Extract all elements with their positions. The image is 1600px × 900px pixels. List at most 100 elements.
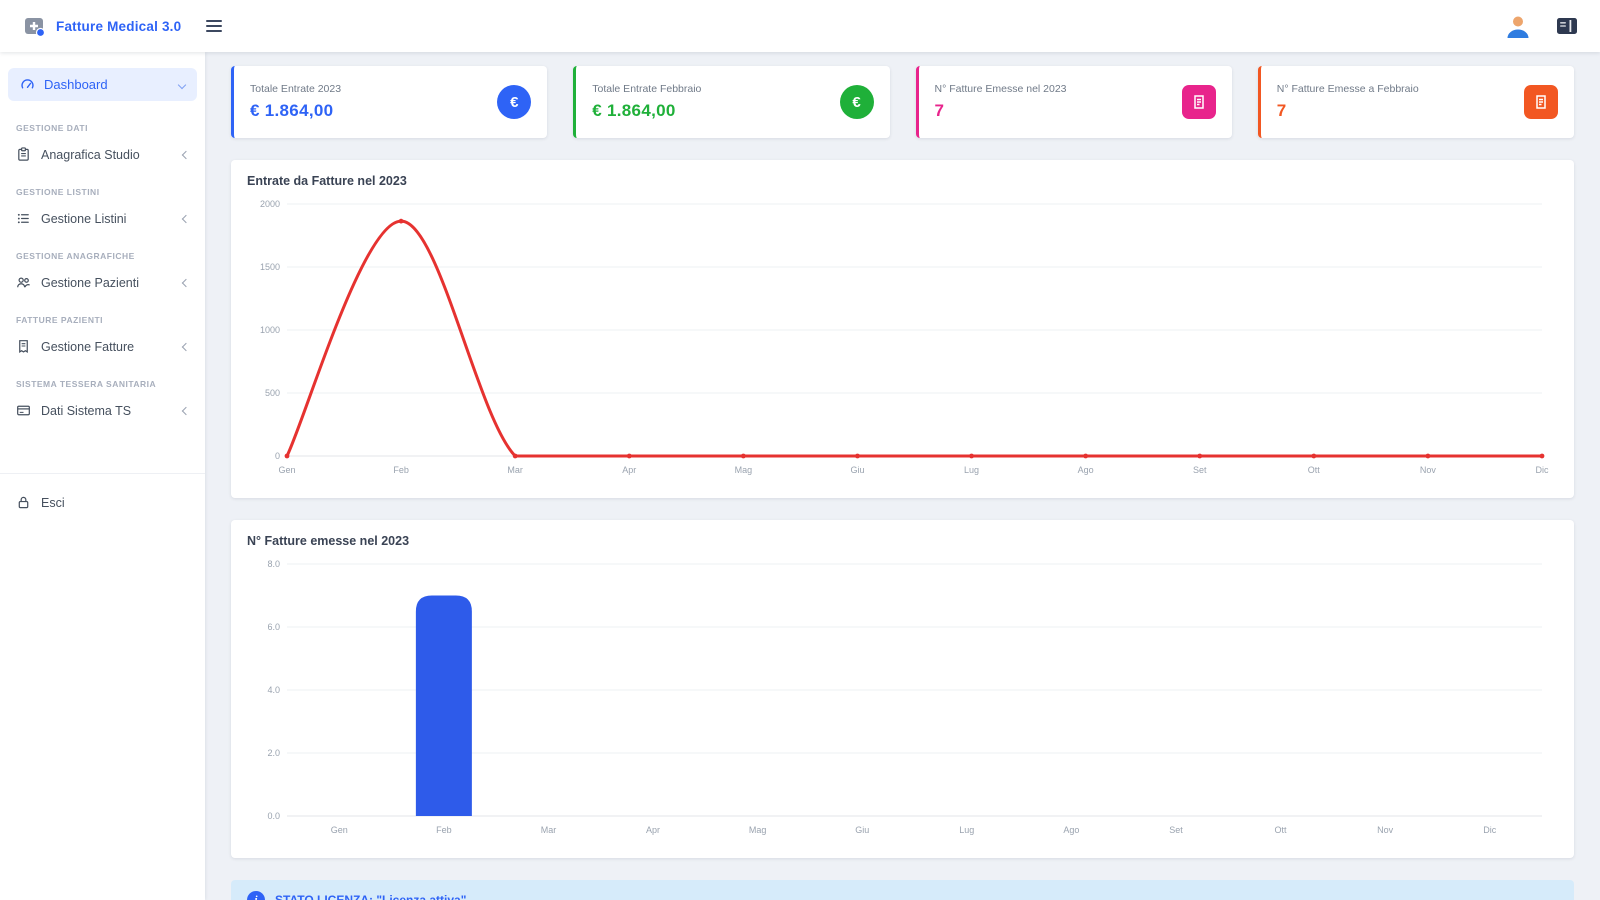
svg-text:Ago: Ago [1063,825,1079,835]
stat-card-totale-entrate-febbraio: Totale Entrate Febbraio € 1.864,00 € [573,66,890,138]
sidebar-heading: FATTURE PAZIENTI [16,315,104,325]
sidebar-item-label: Gestione Pazienti [41,275,139,290]
entrate-line-chart: 0 500 1000 1500 2000 Gen Feb Mar Apr Mag Giu Lug Ago… [247,194,1558,484]
stat-card-totale-entrate-2023: Totale Entrate 2023 € 1.864,00 € [231,66,548,138]
svg-text:Ago: Ago [1078,465,1094,475]
sidebar-item-gestione-pazienti[interactable]: Gestione Pazienti [0,266,205,299]
license-status-link[interactable]: STATO LICENZA: "Licenza attiva" [275,893,467,900]
patients-icon [17,277,30,288]
topbar-actions [1504,12,1578,40]
chart-title: N° Fatture emesse nel 2023 [247,534,410,548]
sidebar-footer: Esci [0,473,205,519]
sidebar-heading: GESTIONE DATI [16,123,88,133]
svg-text:0.0: 0.0 [267,811,280,821]
stat-label: N° Fatture Emesse a Febbraio [1276,83,1419,95]
app-logo-icon [25,18,46,38]
sidebar-heading: SISTEMA TESSERA SANITARIA [16,379,157,389]
svg-text:Lug: Lug [959,825,974,835]
fatture-chart-card: N° Fatture emesse nel 2023 0.0 2.0 4.0 6.0 8… [231,520,1574,858]
chevron-left-icon [181,406,191,415]
stat-value: 7 [1276,101,1287,120]
svg-text:Ott: Ott [1308,465,1321,475]
chevron-down-icon [177,80,187,89]
sidebar: Dashboard GESTIONE DATI Anagrafica Studi… [0,52,205,900]
svg-text:Nov: Nov [1420,465,1437,475]
svg-text:Nov: Nov [1377,825,1394,835]
stat-label: Totale Entrate 2023 [250,83,342,95]
svg-text:Giu: Giu [850,465,864,475]
svg-text:2.0: 2.0 [267,748,280,758]
svg-text:Feb: Feb [436,825,452,835]
chevron-left-icon [181,342,191,351]
svg-text:Mag: Mag [735,465,753,475]
list-icon [17,213,29,224]
app-title: Fatture Medical 3.0 [56,18,182,34]
svg-text:Apr: Apr [646,825,660,835]
stats-row: Totale Entrate 2023 € 1.864,00 € Totale … [231,66,1574,138]
stat-label: Totale Entrate Febbraio [592,83,702,95]
main-content: Totale Entrate 2023 € 1.864,00 € Totale … [205,52,1600,900]
license-status-bar: i STATO LICENZA: "Licenza attiva" [231,880,1574,900]
sidebar-item-dati-sistema-ts[interactable]: Dati Sistema TS [0,394,205,427]
svg-text:Dic: Dic [1536,465,1549,475]
svg-text:Mar: Mar [507,465,523,475]
euro-glyph: € [510,93,519,111]
invoice-icon [19,340,28,354]
svg-text:1000: 1000 [260,325,280,335]
stat-card-fatture-febbraio: N° Fatture Emesse a Febbraio 7 [1257,66,1574,138]
svg-text:Apr: Apr [622,465,636,475]
invoice-icon [1181,85,1216,119]
svg-text:Mar: Mar [541,825,557,835]
svg-text:4.0: 4.0 [267,685,280,695]
clipboard-icon [18,147,29,161]
sidebar-heading: GESTIONE ANAGRAFICHE [16,251,135,261]
chart-title: Entrate da Fatture nel 2023 [247,174,407,188]
svg-text:Dic: Dic [1483,825,1496,835]
sidebar-item-label: Anagrafica Studio [41,147,140,162]
euro-circle-icon: € [497,85,532,119]
sidebar-item-label: Dashboard [44,77,108,92]
svg-text:Feb: Feb [393,465,409,475]
hamburger-menu-icon[interactable] [201,15,227,37]
sidebar-item-label: Dati Sistema TS [41,403,132,418]
sidebar-item-gestione-listini[interactable]: Gestione Listini [0,202,205,235]
info-icon: i [247,891,265,900]
svg-text:1500: 1500 [260,262,280,272]
svg-text:Set: Set [1169,825,1183,835]
svg-text:Set: Set [1193,465,1207,475]
svg-text:Ott: Ott [1275,825,1288,835]
stat-label: N° Fatture Emesse nel 2023 [934,83,1067,95]
svg-text:Lug: Lug [964,465,979,475]
app-logo[interactable]: Fatture Medical 3.0 [22,14,181,38]
sidebar-item-esci[interactable]: Esci [0,486,205,519]
chevron-left-icon [181,150,191,159]
dashboard-icon [21,79,34,89]
svg-text:0: 0 [275,451,280,461]
svg-text:Gen: Gen [331,825,348,835]
sidebar-item-anagrafica-studio[interactable]: Anagrafica Studio [0,138,205,171]
chevron-left-icon [181,278,191,287]
fatture-bar-chart: 0.0 2.0 4.0 6.0 8.0 Gen Feb Mar Apr Mag Giu Lug Ago S… [247,554,1558,844]
stat-value: € 1.864,00 [592,101,676,120]
svg-text:Giu: Giu [855,825,869,835]
stat-card-fatture-2023: N° Fatture Emesse nel 2023 7 [915,66,1232,138]
sidebar-item-label: Gestione Fatture [41,339,135,354]
sidebar-item-label: Esci [41,495,65,510]
svg-text:Mag: Mag [749,825,767,835]
svg-text:Gen: Gen [278,465,295,475]
invoice-icon [1524,85,1558,119]
sidebar-item-label: Gestione Listini [41,211,127,226]
sidebar-item-gestione-fatture[interactable]: Gestione Fatture [0,330,205,363]
user-avatar-icon[interactable] [1504,12,1532,40]
topbar: Fatture Medical 3.0 [0,0,1600,52]
svg-text:6.0: 6.0 [267,622,280,632]
euro-circle-icon: € [839,85,874,119]
euro-glyph: € [852,93,861,111]
svg-text:8.0: 8.0 [267,559,280,569]
svg-text:500: 500 [265,388,280,398]
sidebar-item-dashboard[interactable]: Dashboard [8,68,197,101]
svg-text:2000: 2000 [260,199,280,209]
panel-toggle-icon[interactable] [1556,16,1578,36]
lock-icon [18,496,29,509]
sidebar-heading: GESTIONE LISTINI [16,187,100,197]
